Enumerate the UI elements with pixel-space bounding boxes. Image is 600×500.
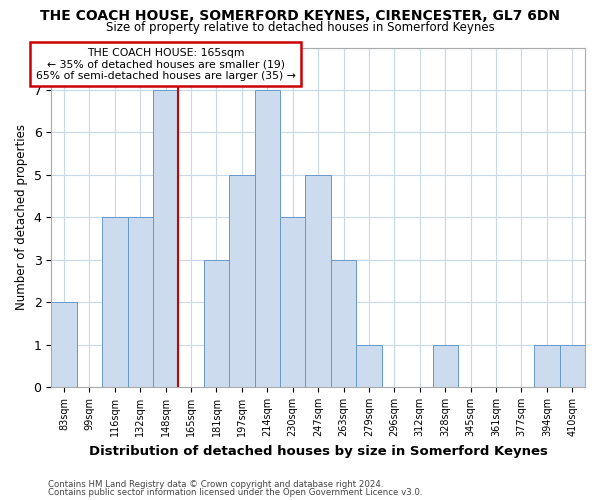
Bar	[254, 90, 280, 387]
Bar	[433, 344, 458, 387]
Text: Contains HM Land Registry data © Crown copyright and database right 2024.: Contains HM Land Registry data © Crown c…	[48, 480, 383, 489]
Bar	[204, 260, 229, 387]
Text: THE COACH HOUSE: 165sqm
← 35% of detached houses are smaller (19)
65% of semi-de: THE COACH HOUSE: 165sqm ← 35% of detache…	[36, 48, 296, 81]
Bar	[356, 344, 382, 387]
Bar	[51, 302, 77, 387]
Y-axis label: Number of detached properties: Number of detached properties	[15, 124, 28, 310]
Text: Contains public sector information licensed under the Open Government Licence v3: Contains public sector information licen…	[48, 488, 422, 497]
Bar	[305, 175, 331, 387]
X-axis label: Distribution of detached houses by size in Somerford Keynes: Distribution of detached houses by size …	[89, 444, 548, 458]
Bar	[128, 218, 153, 387]
Bar	[534, 344, 560, 387]
Bar	[280, 218, 305, 387]
Text: Size of property relative to detached houses in Somerford Keynes: Size of property relative to detached ho…	[106, 21, 494, 34]
Text: THE COACH HOUSE, SOMERFORD KEYNES, CIRENCESTER, GL7 6DN: THE COACH HOUSE, SOMERFORD KEYNES, CIREN…	[40, 9, 560, 23]
Bar	[560, 344, 585, 387]
Bar	[153, 90, 178, 387]
Bar	[102, 218, 128, 387]
Bar	[229, 175, 254, 387]
Bar	[331, 260, 356, 387]
